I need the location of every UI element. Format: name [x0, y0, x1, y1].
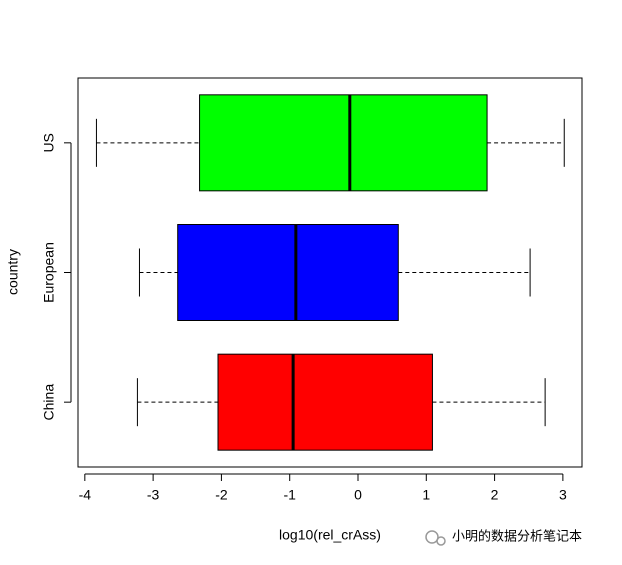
- x-tick-label: -3: [147, 487, 160, 503]
- x-tick-label: 3: [559, 487, 567, 503]
- y-tick-label: US: [41, 133, 57, 152]
- x-tick-label: 1: [422, 487, 430, 503]
- box: [177, 224, 399, 321]
- x-tick-label: 0: [354, 487, 362, 503]
- watermark: 小明的数据分析笔记本: [452, 528, 582, 543]
- x-tick-label: -1: [283, 487, 296, 503]
- box: [199, 94, 488, 192]
- y-axis-label: country: [5, 249, 21, 295]
- x-tick-label: -4: [79, 487, 92, 503]
- box: [217, 353, 433, 451]
- y-tick-label: China: [41, 384, 57, 421]
- x-tick-label: -2: [215, 487, 228, 503]
- x-tick-label: 2: [491, 487, 499, 503]
- x-axis-label: log10(rel_crAss): [279, 527, 381, 543]
- watermark-icon: [425, 530, 446, 546]
- y-tick-label: European: [41, 242, 57, 303]
- plot-frame: [77, 77, 583, 468]
